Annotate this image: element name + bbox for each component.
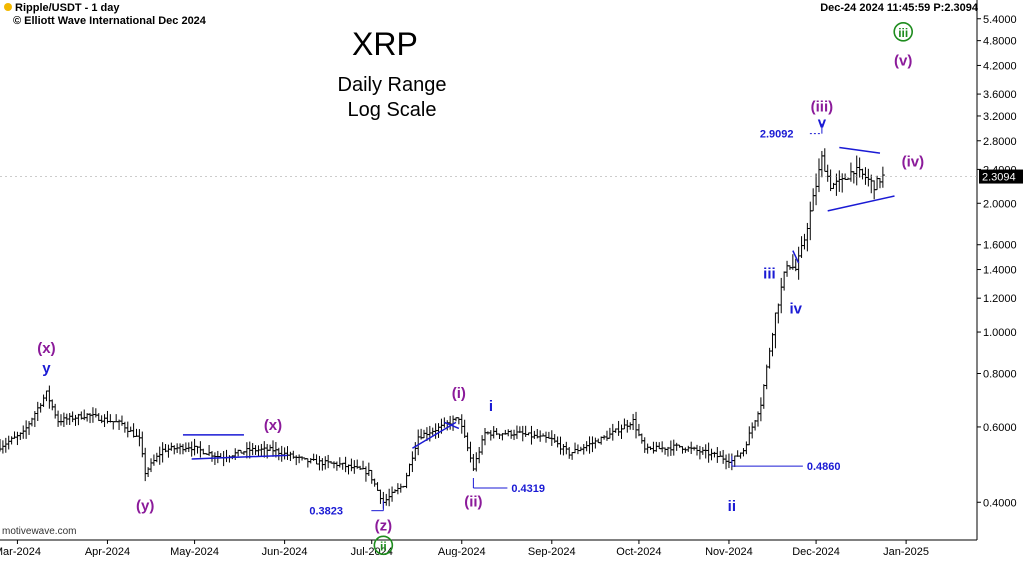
price-label: 0.4319 bbox=[511, 483, 545, 495]
wave-label: (i) bbox=[452, 385, 466, 402]
chart-subtitle-1: Daily Range bbox=[337, 74, 447, 96]
wave-label: (x) bbox=[264, 417, 282, 434]
wave-label: (z) bbox=[375, 517, 393, 534]
y-tick-label: 1.0000 bbox=[983, 327, 1017, 339]
x-tick-label: May-2024 bbox=[170, 546, 219, 557]
x-tick-label: Jan-2025 bbox=[883, 546, 929, 557]
x-tick-label: Aug-2024 bbox=[438, 546, 486, 557]
last-price-tag bbox=[979, 169, 1023, 184]
trend-line bbox=[827, 195, 895, 212]
y-tick-label: 2.0000 bbox=[983, 198, 1017, 210]
candle-group bbox=[0, 148, 885, 509]
wave-label: iii bbox=[763, 265, 776, 282]
wave-label: (v) bbox=[894, 52, 912, 69]
y-tick-label: 0.6000 bbox=[983, 422, 1017, 434]
wave-label: (ii) bbox=[464, 493, 482, 510]
wave-label: (iv) bbox=[902, 154, 925, 171]
y-tick-label: 3.6000 bbox=[983, 89, 1017, 101]
price-label: 0.3823 bbox=[309, 506, 343, 518]
chart-title: XRP bbox=[352, 26, 418, 62]
wave-circle-icon bbox=[893, 22, 914, 42]
trend-line bbox=[839, 146, 881, 154]
wave-label-circled: ii bbox=[380, 539, 387, 553]
chart-subtitle-2: Log Scale bbox=[347, 99, 437, 121]
y-tick-label: 2.8000 bbox=[983, 136, 1017, 148]
wave-label: (x) bbox=[37, 340, 55, 357]
wave-circle-icon bbox=[373, 535, 394, 556]
symbol-label: Ripple/USDT - 1 day bbox=[4, 2, 120, 14]
wave-label: (iii) bbox=[811, 99, 834, 116]
x-tick-label: Sep-2024 bbox=[528, 546, 576, 557]
y-tick-label: 1.2000 bbox=[983, 293, 1017, 305]
x-tick-label: Jun-2024 bbox=[262, 546, 308, 557]
price-label: 2.9092 bbox=[760, 129, 794, 141]
y-tick-label: 0.8000 bbox=[983, 368, 1017, 380]
symbol-text: Ripple/USDT - 1 day bbox=[15, 2, 120, 14]
wave-label: y bbox=[42, 360, 51, 377]
x-tick-label: Nov-2024 bbox=[705, 546, 753, 557]
y-tick-label: 4.2000 bbox=[983, 60, 1017, 72]
y-tick-label: 1.4000 bbox=[983, 265, 1017, 277]
x-tick-label: Oct-2024 bbox=[616, 546, 661, 557]
y-tick-label: 1.6000 bbox=[983, 240, 1017, 252]
datetime-price-label: Dec-24 2024 11:45:59 P:2.3094 bbox=[820, 2, 978, 14]
trend-line bbox=[191, 454, 288, 460]
x-tick-label: Apr-2024 bbox=[85, 546, 130, 557]
watermark: motivewave.com bbox=[2, 526, 77, 537]
copyright-label: © Elliott Wave International Dec 2024 bbox=[13, 15, 206, 27]
y-tick-label: 5.4000 bbox=[983, 14, 1017, 26]
last-price-text: 2.3094 bbox=[982, 172, 1016, 184]
wave-label: ii bbox=[728, 498, 736, 515]
wave-label: iv bbox=[789, 301, 802, 318]
x-tick-label: Dec-2024 bbox=[792, 546, 840, 557]
trend-line bbox=[444, 421, 460, 430]
wave-label: v bbox=[818, 115, 827, 132]
x-tick-label: Mar-2024 bbox=[0, 546, 41, 557]
y-tick-label: 4.8000 bbox=[983, 36, 1017, 48]
status-dot-icon bbox=[4, 3, 12, 11]
trend-line bbox=[412, 421, 457, 449]
wave-label: i bbox=[489, 398, 493, 415]
trend-line bbox=[792, 250, 800, 264]
wave-label-circled: iii bbox=[898, 26, 908, 40]
wave-label: (y) bbox=[136, 497, 154, 514]
price-label: 0.4860 bbox=[807, 461, 841, 473]
y-tick-label: 3.2000 bbox=[983, 111, 1017, 123]
y-tick-label: 0.4000 bbox=[983, 497, 1017, 509]
